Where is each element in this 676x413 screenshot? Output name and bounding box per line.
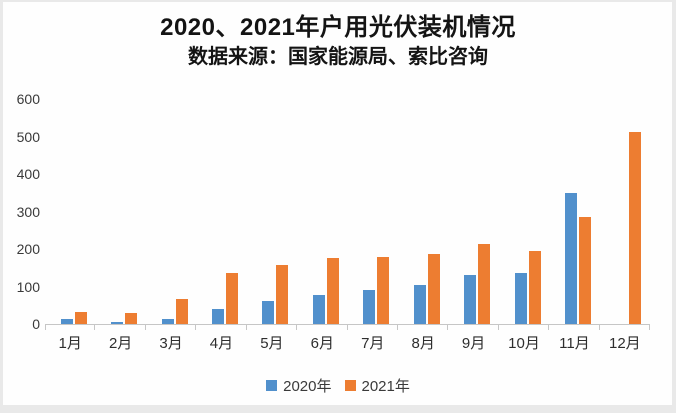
legend-item-2020年: 2020年 (266, 375, 332, 396)
y-axis-label: 0 (32, 316, 40, 332)
bar-2021年-1月 (74, 311, 87, 324)
bar-2021年-4月 (225, 273, 238, 324)
bar-2020年-7月 (363, 289, 376, 324)
chart-background (3, 2, 672, 405)
category-group: 3月 (146, 99, 197, 352)
category-group: 2月 (95, 99, 146, 352)
x-axis-tick (144, 325, 146, 330)
bar-2020年-10月 (514, 273, 527, 324)
category-group: 4月 (196, 99, 247, 352)
bar-2021年-6月 (326, 258, 339, 324)
x-axis-tick (346, 325, 348, 330)
bar-2021年-11月 (578, 217, 591, 324)
bar-2020年-2月 (111, 322, 124, 324)
x-axis-label: 2月 (108, 335, 133, 352)
x-axis-tick (245, 325, 247, 330)
legend: 2020年 2021年 (0, 375, 676, 396)
bar-2020年-3月 (161, 318, 174, 324)
category-group: 11月 (549, 99, 600, 352)
y-axis-label: 300 (16, 203, 40, 220)
category-group: 1月 (45, 99, 96, 352)
x-axis-label: 1月 (58, 335, 82, 352)
x-axis-label: 10月 (508, 335, 540, 352)
bar-2021年-2月 (125, 312, 138, 324)
legend-label: 2020年 (283, 378, 332, 395)
y-axis-label: 400 (16, 166, 40, 182)
bar-2020年-4月 (211, 309, 224, 324)
x-axis-label: 4月 (209, 335, 234, 352)
bar-2021年-5月 (276, 264, 289, 324)
x-axis-label: 3月 (159, 335, 183, 352)
chart-title: 2020、2021年户用光伏装机情况 (160, 14, 516, 41)
category-group: 8月 (398, 99, 449, 352)
x-axis-label: 12月 (609, 335, 641, 352)
x-axis-tick (94, 325, 96, 330)
y-axis-label: 500 (16, 128, 40, 145)
category-group: 10月 (499, 99, 550, 352)
y-axis: 0 100 200 300 400 500 600 (0, 0, 40, 340)
bar-2020年-11月 (564, 193, 577, 324)
bar-2021年-12月 (629, 132, 642, 324)
x-axis-tick (45, 325, 46, 330)
bar-2021年-9月 (478, 243, 491, 324)
x-axis-tick (396, 325, 398, 330)
category-group: 7月 (348, 99, 398, 352)
category-group: 5月 (247, 99, 298, 352)
x-axis-tick (548, 325, 550, 330)
y-axis-label: 200 (16, 241, 40, 257)
category-group: 12月 (600, 99, 651, 352)
legend-swatch-icon (344, 380, 356, 391)
y-axis-label: 100 (16, 278, 40, 295)
x-axis-tick (598, 325, 600, 330)
bar-2020年-1月 (60, 318, 73, 324)
bar-2021年-3月 (175, 298, 188, 324)
bar-2021年-7月 (377, 257, 390, 324)
bar-2020年-9月 (464, 275, 477, 324)
x-axis-label: 7月 (361, 335, 385, 352)
y-axis-label: 600 (16, 91, 40, 107)
x-axis-tick (497, 325, 499, 330)
plot-area: 1月 2月 3月 4月 5月 6月 7月 8月 9月 10月 11月 12月 (45, 99, 651, 352)
legend-label: 2021年 (361, 378, 410, 395)
chart-subtitle: 数据来源：国家能源局、索比咨询 (188, 46, 488, 68)
x-axis-tick (195, 325, 197, 330)
x-axis-label: 9月 (461, 335, 486, 352)
x-axis-label: 5月 (260, 335, 284, 352)
bar-2020年-8月 (413, 285, 426, 324)
bar-2021年-10月 (528, 250, 541, 324)
bar-2021年-8月 (427, 254, 440, 324)
legend-swatch-icon (266, 380, 278, 391)
bar-2020年-6月 (312, 294, 325, 324)
x-axis-label: 11月 (559, 335, 590, 352)
x-axis-label: 6月 (310, 335, 334, 352)
category-group: 9月 (448, 99, 499, 352)
x-axis-label: 8月 (411, 335, 435, 352)
legend-item-2021年: 2021年 (344, 375, 410, 396)
x-axis-tick (649, 325, 651, 330)
bar-2020年-5月 (262, 300, 275, 324)
category-group: 6月 (297, 99, 348, 352)
x-axis-tick (296, 325, 298, 330)
x-axis-tick (447, 325, 449, 330)
